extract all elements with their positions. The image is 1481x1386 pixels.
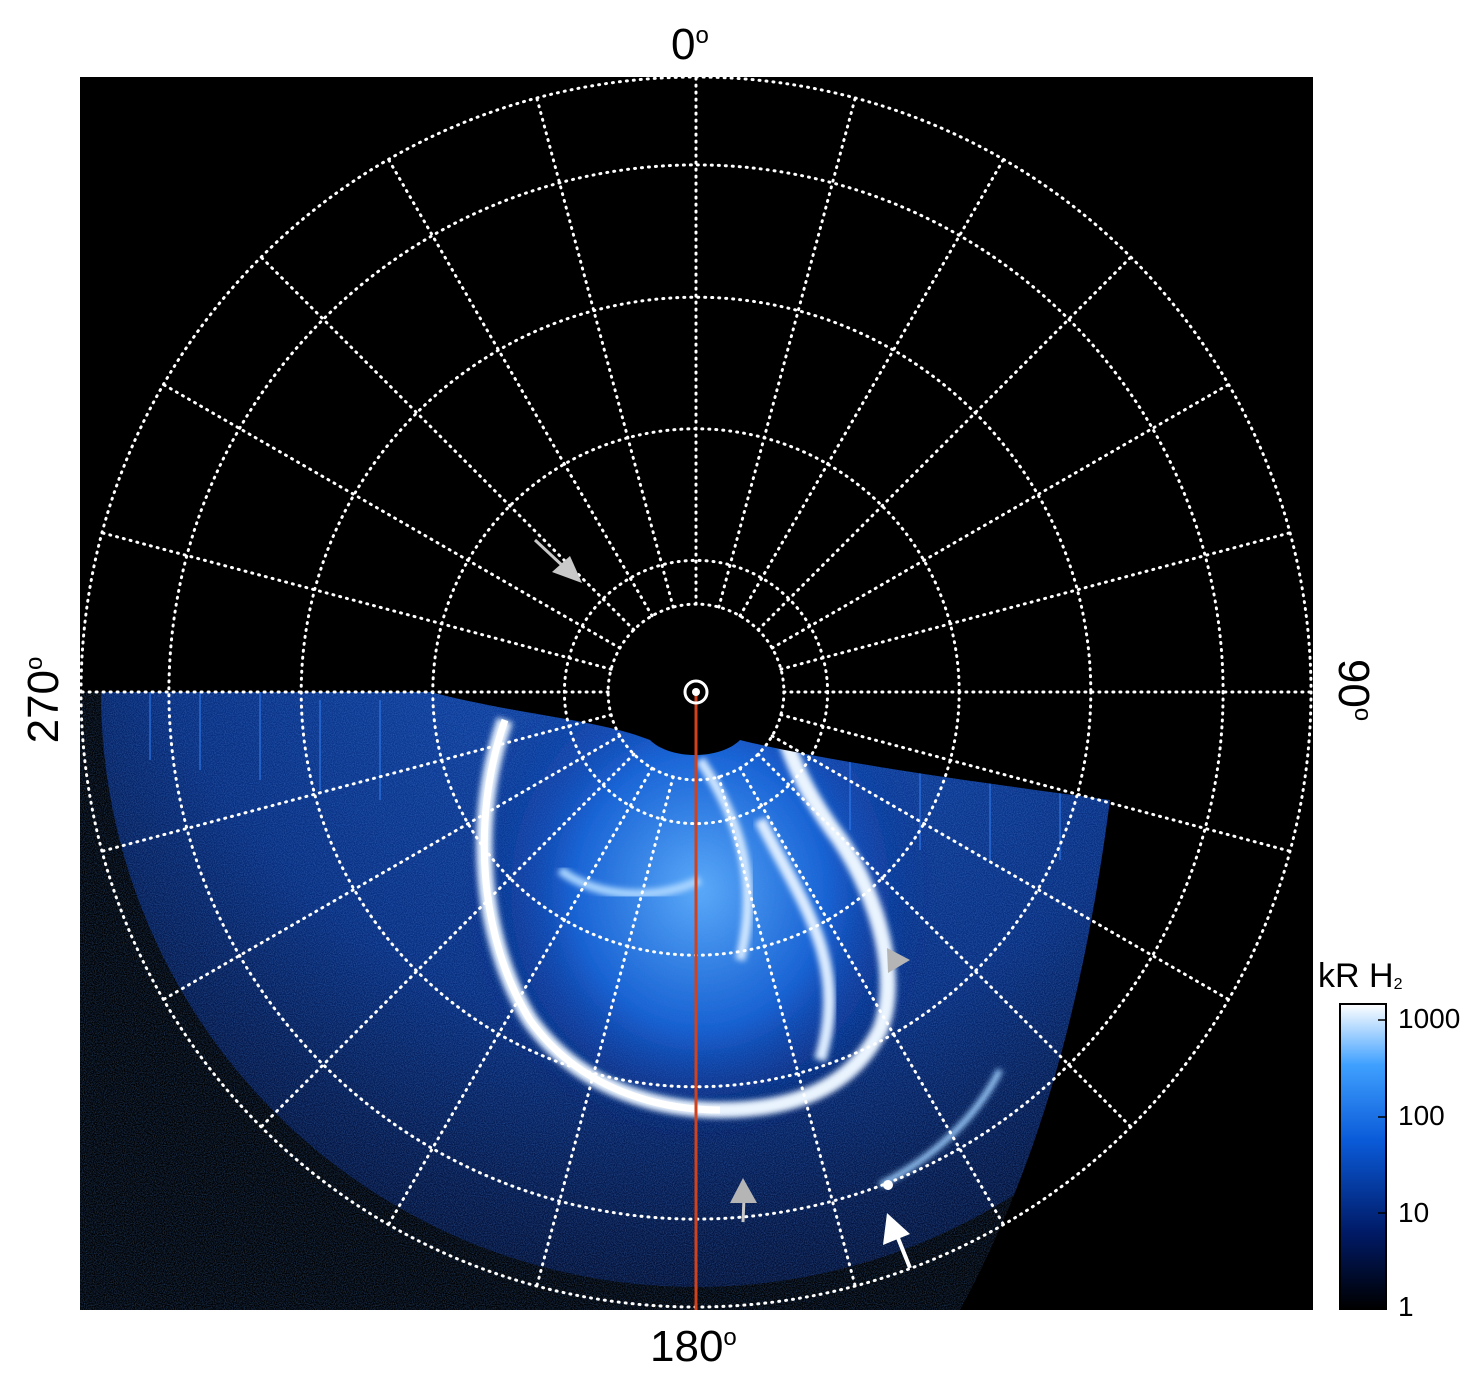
colorbar-tick-10: 10: [1398, 1197, 1430, 1228]
unobserved-region: [960, 800, 1313, 1310]
colorbar-tick-1: 1: [1398, 1291, 1414, 1322]
colorbar-ticks: [1378, 1019, 1386, 1309]
label-270-deg: 270o: [19, 656, 68, 744]
arrow-grey-upper: [533, 538, 582, 583]
arrow-white-bottom: [883, 1213, 912, 1269]
colorbar: [1339, 1003, 1387, 1310]
label-180-deg: 180o: [650, 1322, 737, 1371]
colorbar-title: kR H2: [1318, 957, 1403, 995]
pole-marker-inner: [692, 688, 700, 696]
colorbar-tick-1000: 1000: [1398, 1003, 1461, 1034]
label-90-deg: 90o: [1329, 658, 1378, 722]
arrow-grey-bottom: [730, 1178, 757, 1223]
colorbar-tick-100: 100: [1398, 1100, 1445, 1131]
label-0-deg: 0o: [671, 20, 709, 69]
arrow-grey-right: [887, 948, 910, 973]
colorbar-gradient: [1339, 1003, 1387, 1310]
pole-marker-outer: [683, 679, 709, 705]
